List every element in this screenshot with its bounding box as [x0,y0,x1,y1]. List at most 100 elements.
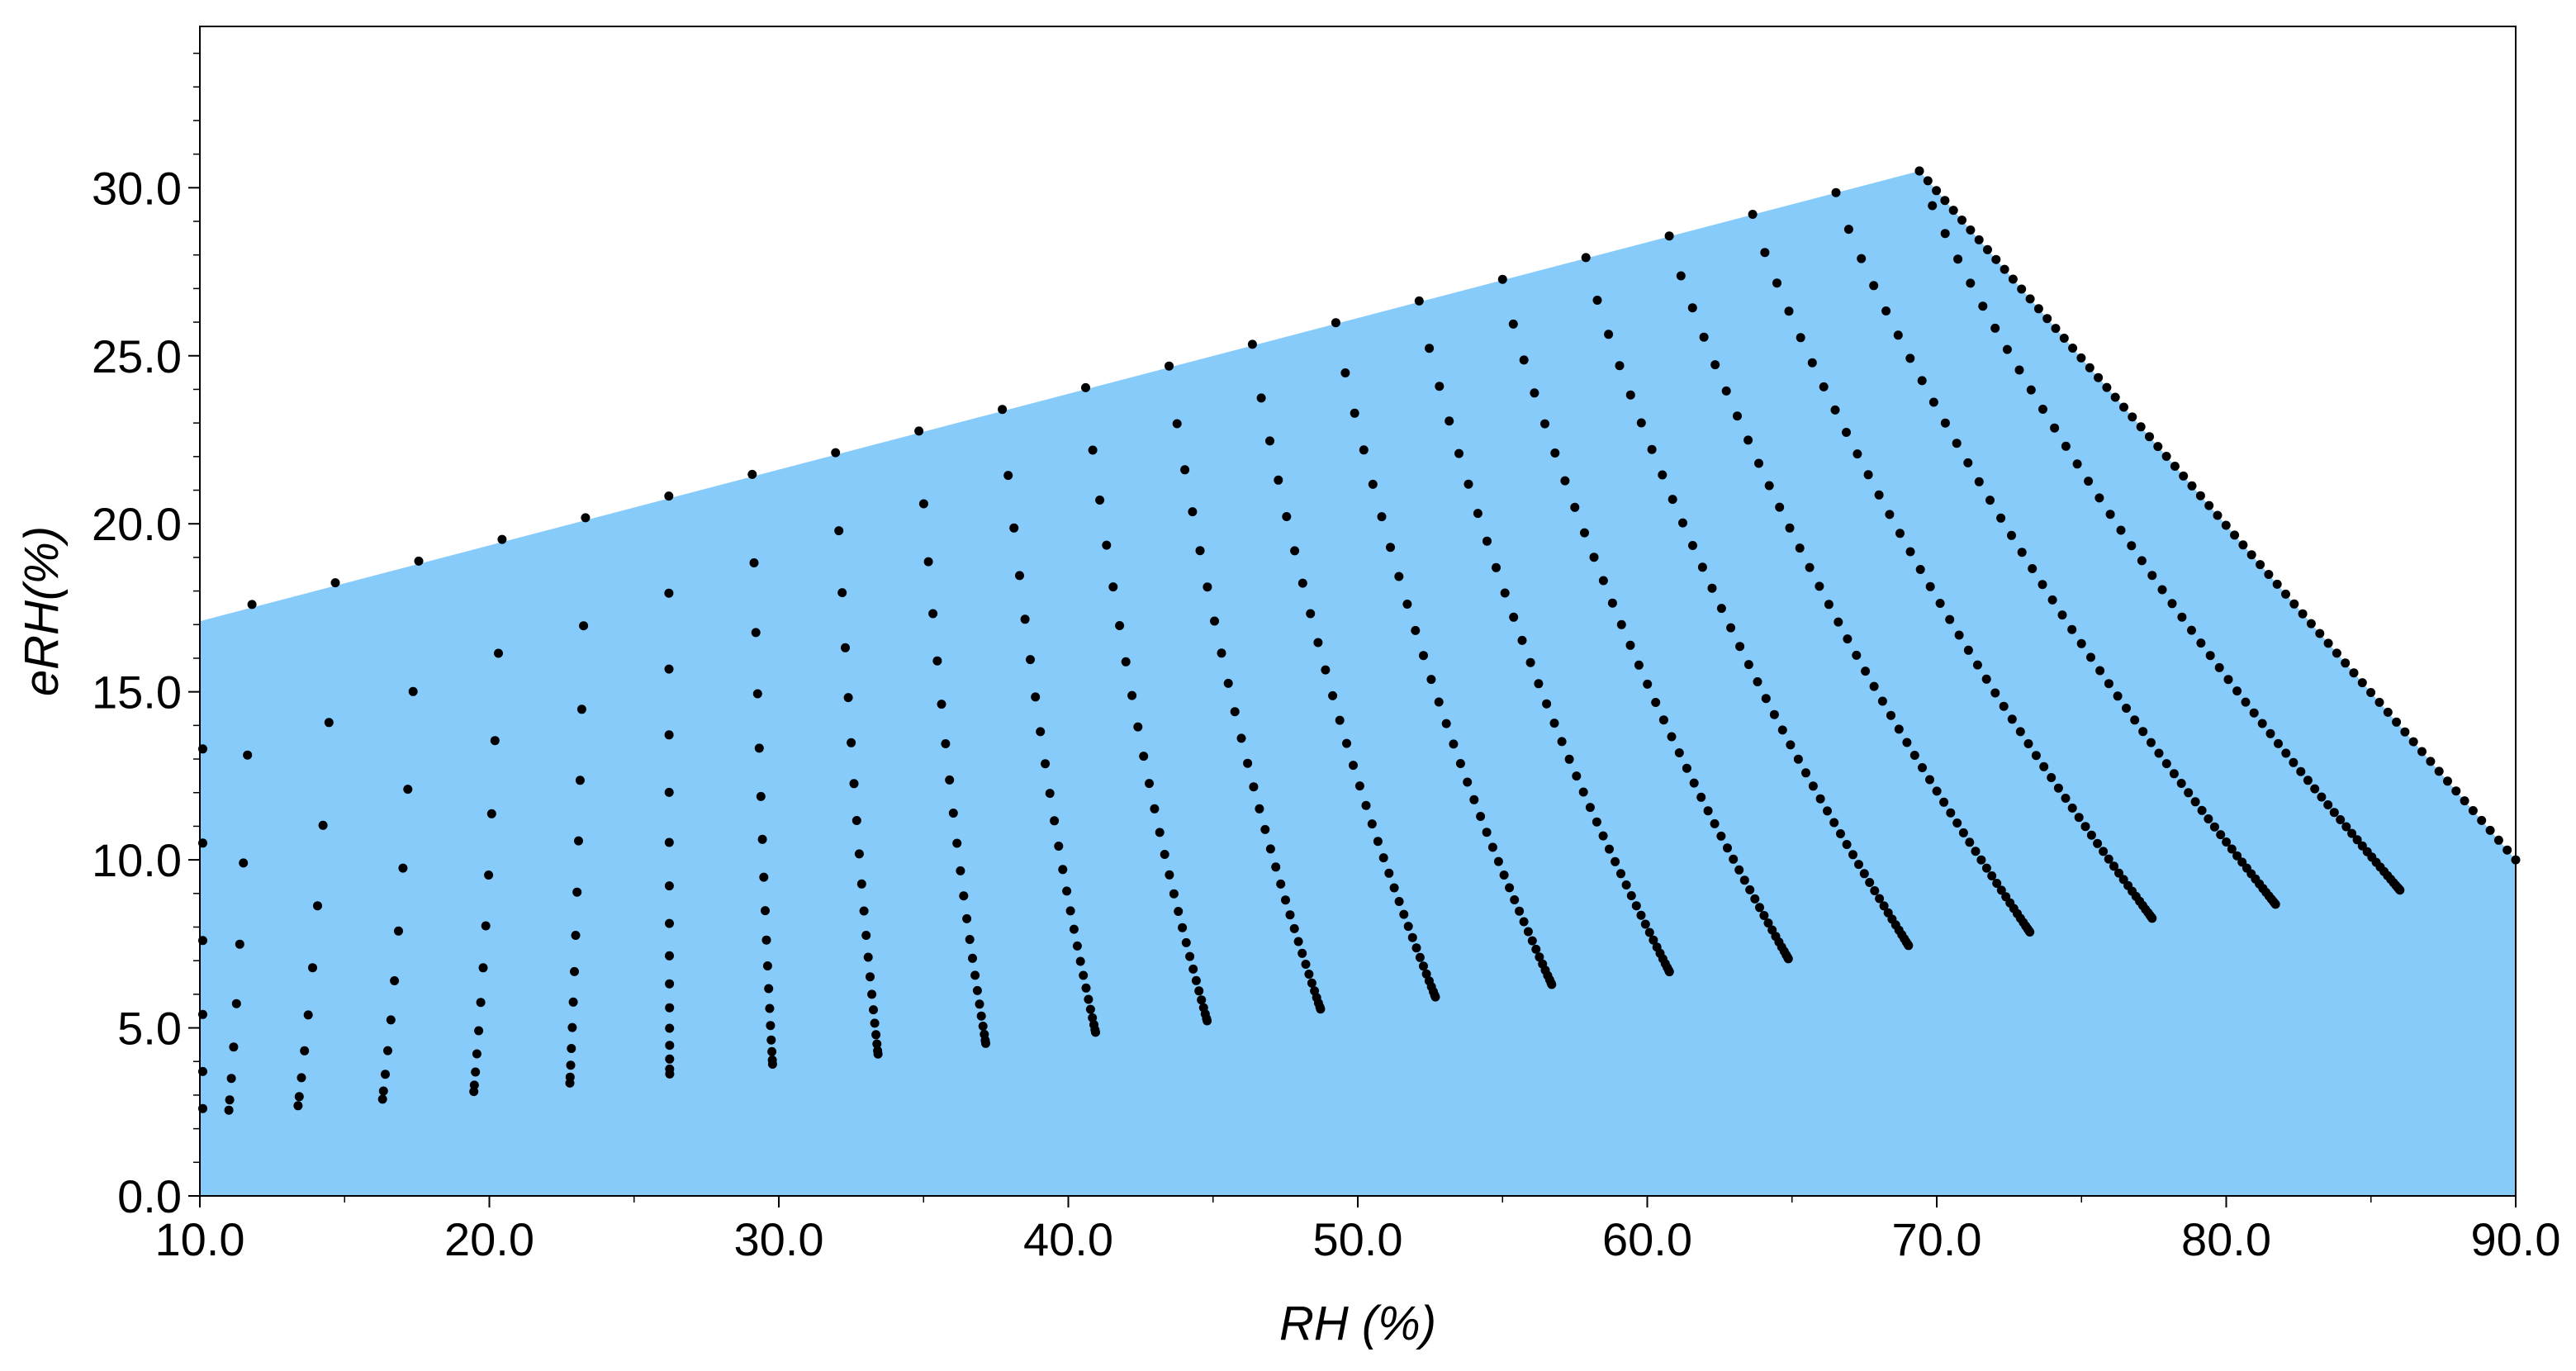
data-point [1223,678,1233,688]
data-point [2392,717,2402,727]
data-point [1249,782,1259,792]
data-point [859,906,869,916]
data-point [1419,651,1428,661]
data-point [2099,847,2109,856]
data-point [761,906,770,916]
data-point [765,1003,775,1013]
data-point [747,469,757,479]
data-point [1869,681,1879,691]
data-point [2094,493,2104,503]
x-tick-label: 80.0 [2181,1213,2271,1265]
data-point [1636,910,1646,920]
data-point [1854,860,1863,870]
data-point [1863,470,1873,480]
data-point [2296,766,2306,776]
data-point [1394,897,1404,906]
data-point [1276,879,1286,889]
data-point [1389,883,1399,893]
data-point [1689,778,1699,788]
data-point [767,1046,777,1056]
data-point [1139,752,1149,761]
data-point [1509,612,1519,622]
data-point [1990,688,2000,698]
data-point [1786,740,1796,750]
data-point [834,526,844,536]
data-point [2493,835,2503,845]
data-point [1893,330,1903,340]
data-point [1748,210,1758,219]
data-point [2153,442,2163,452]
data-point [2039,761,2049,771]
data-point [1445,416,1454,426]
data-point [2177,612,2187,622]
data-point [1735,642,1745,652]
data-point [1874,490,1884,500]
data-point [1935,599,1945,608]
data-point [1598,576,1608,586]
data-point [1859,869,1869,879]
data-point [1281,895,1290,905]
data-point [1155,828,1165,837]
data-point [2161,452,2171,461]
data-point [665,1041,675,1051]
data-point [1402,600,1412,609]
data-point [1754,458,1763,468]
data-point [1972,660,1982,670]
data-point [1954,630,1964,640]
data-point [2147,738,2156,747]
data-point [1065,906,1075,916]
data-point [2104,854,2113,864]
data-point [2169,769,2179,779]
y-tick-label: 30.0 [92,162,182,214]
data-point [2038,405,2047,414]
data-point [1879,901,1889,911]
data-point [474,1026,484,1036]
data-point [945,775,955,785]
data-point [1497,274,1507,284]
data-point [1361,800,1371,810]
x-axis-title: RH (%) [1279,1297,1436,1350]
data-point [2119,402,2128,412]
data-point [1585,803,1595,813]
data-point [1075,956,1085,966]
data-point [975,999,984,1009]
data-point [2352,835,2362,845]
data-point [1976,855,1986,865]
data-point [754,743,764,753]
data-point [2274,738,2283,748]
data-point [1487,842,1497,852]
x-tick-label: 90.0 [2471,1213,2561,1265]
data-point [2230,530,2240,540]
data-point [1081,382,1090,392]
data-point [1664,231,1674,241]
data-point [318,820,328,830]
data-point [2161,759,2171,769]
data-point [849,779,859,789]
data-point [1625,640,1635,650]
data-point [1917,376,1927,386]
data-point [1885,510,1895,519]
data-point [2095,666,2105,676]
data-point [1403,922,1413,932]
x-tick-label: 30.0 [734,1213,824,1265]
data-point [1784,306,1794,316]
data-point [1823,806,1832,816]
data-point [1165,361,1174,371]
data-point [1644,927,1654,937]
data-point [1999,701,2009,711]
data-point [471,1067,481,1077]
data-point [1734,865,1744,875]
data-point [1796,333,1805,343]
data-point [293,1101,303,1111]
data-point [579,621,589,631]
data-point [1342,738,1351,748]
data-point [481,921,491,931]
data-point [1819,382,1829,391]
data-point [976,1011,986,1021]
data-point [308,963,317,973]
data-point [2145,432,2154,442]
data-point [952,838,962,848]
data-point [1592,817,1601,827]
data-point [1197,995,1207,1005]
